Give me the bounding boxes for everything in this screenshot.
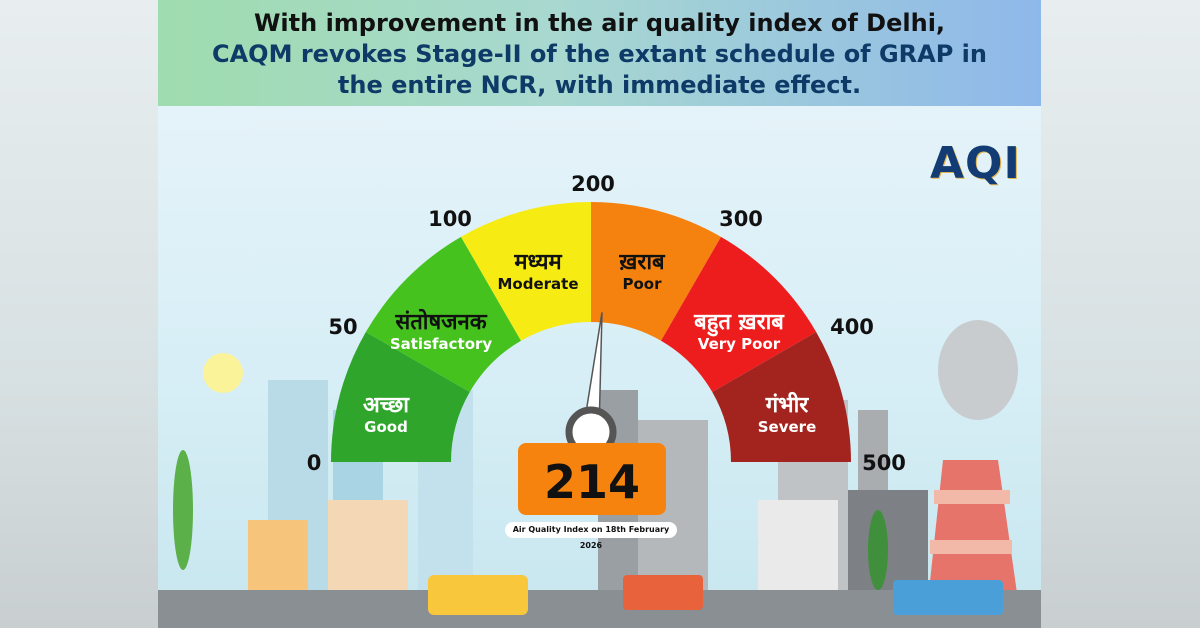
infographic: With improvement in the air quality inde…: [158, 0, 1041, 628]
label-hindi: बहुत ख़राब: [694, 310, 784, 335]
gauge-segment-good: [331, 332, 470, 462]
headline-banner: With improvement in the air quality inde…: [158, 0, 1041, 106]
segment-label-satisfactory: संतोषजनक Satisfactory: [389, 310, 493, 354]
headline-line-2: CAQM revokes Stage-II of the extant sche…: [211, 40, 987, 68]
gauge-segment-moderate: [461, 202, 591, 341]
label-hindi: अच्छा: [362, 393, 410, 418]
gauge-segment-very-poor: [661, 236, 817, 392]
tick-50: 50: [328, 315, 358, 339]
tick-400: 400: [830, 315, 874, 339]
sun-icon: [203, 353, 243, 393]
tick-200: 200: [571, 172, 615, 196]
label-english: Poor: [622, 275, 662, 293]
gauge-segment-satisfactory: [365, 236, 521, 392]
city-background: [158, 202, 1041, 628]
aqi-gauge: [331, 202, 851, 462]
label-hindi: गंभीर: [765, 393, 809, 418]
segment-label-very-poor: बहुत ख़राब Very Poor: [694, 310, 784, 354]
segment-label-good: अच्छा Good: [362, 393, 410, 437]
label-hindi: संतोषजनक: [395, 310, 487, 335]
headline-line-1: With improvement in the air quality inde…: [253, 9, 946, 37]
tick-0: 0: [306, 451, 322, 475]
aqi-caption: Air Quality Index on 18th February 2026: [505, 522, 677, 550]
aqi-logo: AQI: [930, 138, 1021, 189]
blurred-left-border: [0, 0, 160, 628]
tick-100: 100: [428, 207, 472, 231]
label-hindi: ख़राब: [619, 250, 665, 275]
gauge-segment-severe: [712, 332, 851, 462]
label-english: Very Poor: [697, 335, 781, 353]
headline-line-3: the entire NCR, with immediate effect.: [337, 71, 862, 99]
label-english: Satisfactory: [389, 335, 493, 353]
blurred-right-border: [1038, 0, 1200, 628]
tick-300: 300: [719, 207, 763, 231]
aqi-value-box: 214: [518, 443, 666, 515]
segment-label-moderate: मध्यम Moderate: [497, 250, 579, 294]
segment-label-poor: ख़राब Poor: [619, 250, 665, 294]
gauge-segment-poor: [591, 202, 721, 341]
label-english: Good: [364, 418, 408, 436]
tick-500: 500: [862, 451, 906, 475]
label-english: Moderate: [497, 275, 579, 293]
segment-label-severe: गंभीर Severe: [757, 393, 817, 437]
label-english: Severe: [757, 418, 817, 436]
label-hindi: मध्यम: [514, 250, 562, 275]
